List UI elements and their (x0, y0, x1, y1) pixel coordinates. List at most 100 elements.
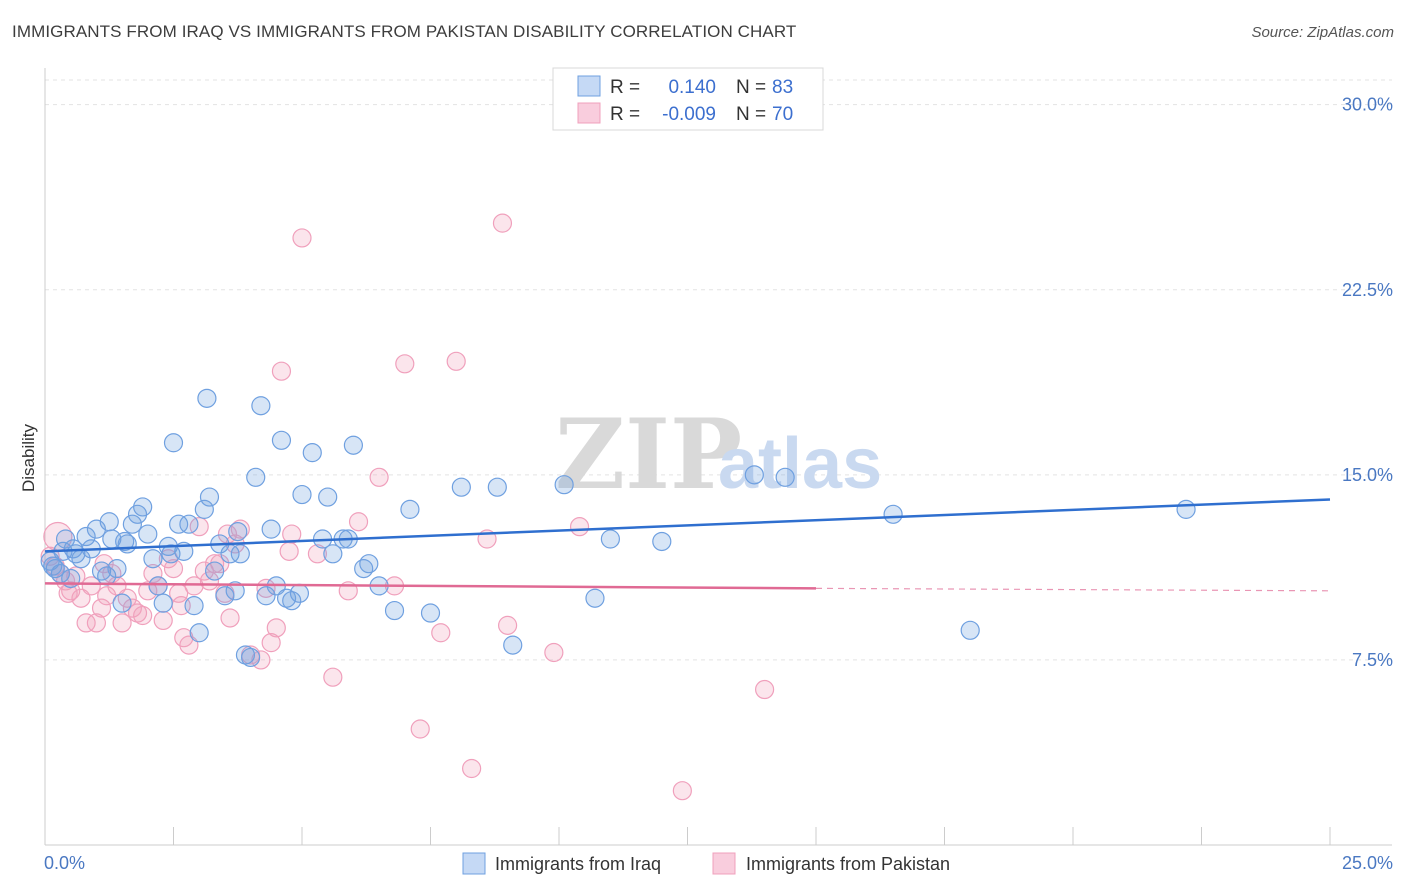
iraq-point-3 (55, 529, 76, 549)
series-legend-swatch-iraq (462, 852, 486, 875)
legend-r-label-iraq: R = (610, 77, 640, 98)
pakistan-point-37 (230, 519, 250, 539)
iraq-point-65 (600, 529, 621, 549)
pakistan-point-49 (348, 512, 369, 532)
iraq-point-71 (1176, 499, 1196, 519)
pakistan-point-13 (107, 576, 127, 596)
iraq-point-47 (282, 591, 302, 611)
iraq-point-28 (184, 596, 204, 616)
iraq-point-27 (179, 514, 199, 534)
iraq-point-66 (652, 531, 672, 552)
pakistan-point-14 (112, 613, 132, 633)
x-tick-label-0: 0.0% (44, 853, 85, 873)
y-tick-label-1: 15.0% (1342, 465, 1393, 485)
iraq-point-41 (251, 396, 271, 416)
pakistan-point-53 (410, 719, 430, 739)
pakistan-point-7 (76, 613, 96, 633)
pakistan-point-61 (569, 517, 590, 537)
chart-title: IMMIGRANTS FROM IRAQ VS IMMIGRANTS FROM … (12, 22, 797, 41)
iraq-point-43 (261, 519, 281, 539)
iraq-point-21 (148, 576, 168, 596)
pakistan-point-52 (395, 354, 415, 374)
pakistan-point-46 (307, 544, 328, 564)
y-tick-labels: 7.5% 15.0% 22.5% 30.0% (1342, 95, 1393, 670)
y-axis-label: Disability (19, 423, 38, 492)
pakistan-point-30 (194, 561, 214, 581)
iraq-point-57 (384, 600, 405, 621)
pakistan-point-69 (279, 541, 299, 561)
iraq-point-60 (451, 477, 471, 497)
iraq-point-70 (960, 620, 980, 640)
legend-r-value-pakistan: -0.009 (662, 104, 716, 125)
stats-legend: R = 0.140 N = 83 R = -0.009 N = 70 (552, 67, 824, 131)
pakistan-point-41 (261, 633, 281, 653)
pakistan-point-28 (184, 576, 204, 596)
iraq-point-29 (189, 623, 209, 643)
iraq-point-46 (276, 588, 297, 608)
pakistan-trend-line (44, 582, 817, 590)
pakistan-point-66 (94, 554, 114, 574)
legend-r-label-pakistan: R = (610, 104, 640, 125)
iraq-point-62 (503, 635, 523, 655)
x-tick-labels: 0.0% 25.0% (44, 853, 1393, 873)
series-legend-label-iraq: Immigrants from Iraq (495, 854, 661, 874)
iraq-point-34 (215, 586, 235, 606)
pakistan-point-45 (292, 228, 312, 248)
iraq-point-22 (153, 593, 173, 613)
iraq-point-77 (197, 388, 217, 408)
pakistan-point-11 (97, 586, 117, 606)
iraq-point-52 (323, 544, 343, 564)
pakistan-point-19 (138, 581, 158, 601)
iraq-point-25 (169, 514, 189, 534)
series-legend: Immigrants from Iraq Immigrants from Pak… (462, 852, 950, 875)
iraq-point-75 (99, 512, 119, 532)
pakistan-point-32 (205, 554, 225, 574)
iraq-points (40, 388, 1196, 668)
iraq-point-30 (194, 499, 214, 519)
watermark-zip: ZIP (555, 398, 742, 511)
pakistan-point-5 (66, 566, 86, 586)
trend-lines (44, 498, 1331, 592)
iraq-point-63 (554, 475, 574, 495)
pakistan-point-50 (369, 467, 389, 487)
y-tick-label-0: 7.5% (1352, 650, 1393, 670)
pakistan-point-22 (153, 610, 173, 631)
legend-n-label-iraq: N = (736, 77, 766, 98)
series-legend-label-pakistan: Immigrants from Pakistan (746, 854, 950, 874)
pakistan-point-42 (266, 618, 286, 638)
iraq-point-32 (205, 561, 225, 581)
pakistan-point-17 (127, 603, 148, 623)
grid-lines (45, 79, 1392, 661)
pakistan-point-24 (163, 559, 184, 579)
iraq-point-67 (744, 465, 764, 485)
legend-swatch-pakistan (577, 102, 601, 124)
iraq-point-69 (883, 504, 903, 524)
legend-n-value-iraq: 83 (772, 77, 793, 98)
pakistan-point-18 (133, 605, 153, 626)
iraq-point-42 (256, 586, 276, 606)
iraq-point-58 (400, 499, 420, 519)
iraq-point-13 (107, 559, 127, 579)
pakistan-point-35 (220, 608, 240, 628)
iraq-point-54 (343, 435, 363, 455)
iraq-point-16 (122, 514, 142, 534)
pakistan-points (40, 213, 775, 801)
pakistan-trend-extension (815, 587, 1331, 592)
watermark: ZIP atlas (555, 398, 882, 511)
iraq-point-80 (354, 559, 374, 579)
series-legend-swatch-pakistan (712, 852, 736, 875)
iraq-point-19 (138, 524, 158, 544)
iraq-point-68 (775, 467, 795, 487)
chart-source: Source: ZipAtlas.com (1251, 24, 1394, 41)
iraq-trend-line (44, 498, 1331, 553)
pakistan-point-10 (91, 598, 112, 618)
pakistan-point-43 (271, 361, 292, 381)
iraq-point-38 (235, 645, 256, 665)
iraq-point-61 (487, 477, 507, 497)
iraq-point-40 (246, 467, 266, 487)
pakistan-point-6 (71, 588, 91, 608)
iraq-point-64 (585, 588, 605, 608)
pakistan-point-20 (143, 563, 163, 584)
iraq-point-78 (289, 583, 310, 603)
